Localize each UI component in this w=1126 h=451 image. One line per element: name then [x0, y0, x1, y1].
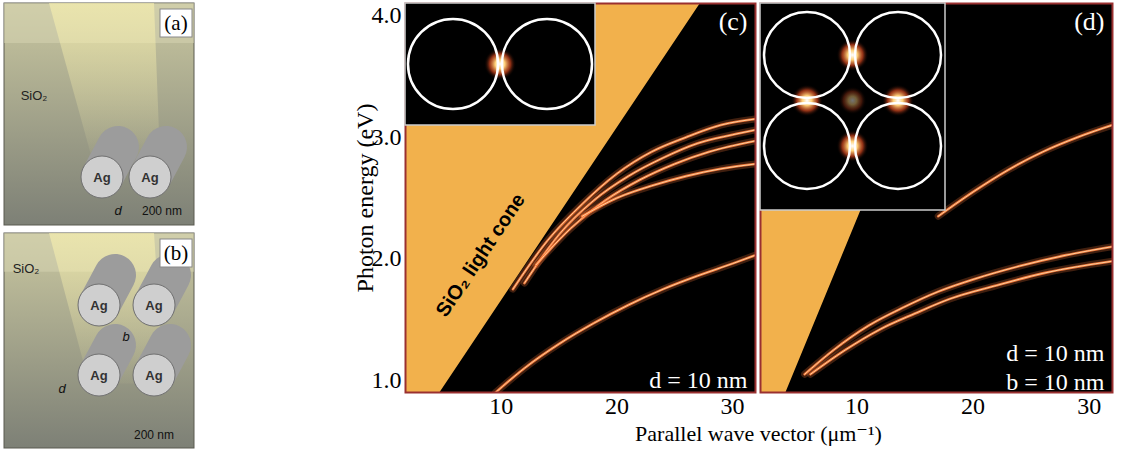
svg-text:Ag: Ag — [145, 368, 162, 383]
svg-text:(d): (d) — [1074, 7, 1104, 36]
svg-text:Ag: Ag — [90, 368, 107, 383]
svg-text:d = 10 nm: d = 10 nm — [649, 367, 748, 393]
svg-text:Photon energy (eV): Photon energy (eV) — [352, 104, 378, 293]
svg-text:2.0: 2.0 — [371, 245, 402, 272]
html-text:Parallel wave vector (μm⁻¹): Parallel wave vector (μm⁻¹) — [635, 421, 882, 446]
svg-text:30: 30 — [1077, 393, 1101, 419]
svg-text:Ag: Ag — [141, 170, 158, 185]
svg-text:3.0: 3.0 — [371, 123, 402, 150]
svg-text:(b): (b) — [164, 241, 189, 265]
svg-text:Ag: Ag — [145, 298, 162, 313]
svg-text:b = 10 nm: b = 10 nm — [1006, 369, 1105, 396]
svg-text:SiO₂: SiO₂ — [13, 261, 40, 276]
svg-text:20: 20 — [605, 393, 629, 419]
svg-text:d: d — [58, 381, 66, 396]
svg-text:d = 10 nm: d = 10 nm — [1006, 340, 1105, 366]
svg-text:1.0: 1.0 — [372, 367, 402, 393]
svg-text:d: d — [114, 203, 122, 218]
svg-text:Ag: Ag — [93, 170, 110, 185]
svg-text:200 nm: 200 nm — [142, 204, 182, 218]
svg-text:(a): (a) — [164, 11, 187, 35]
svg-text:10: 10 — [489, 393, 513, 419]
svg-text:Ag: Ag — [90, 298, 107, 313]
svg-text:SiO₂ light cone: SiO₂ light cone — [431, 189, 529, 320]
svg-text:30: 30 — [720, 393, 744, 419]
svg-text:4.0: 4.0 — [372, 2, 402, 28]
svg-text:10: 10 — [845, 393, 869, 419]
svg-text:20: 20 — [961, 393, 985, 419]
svg-text:b: b — [122, 329, 129, 344]
svg-text:(c): (c) — [719, 7, 748, 36]
svg-text:SiO₂: SiO₂ — [21, 88, 48, 103]
svg-text:200 nm: 200 nm — [134, 428, 174, 442]
